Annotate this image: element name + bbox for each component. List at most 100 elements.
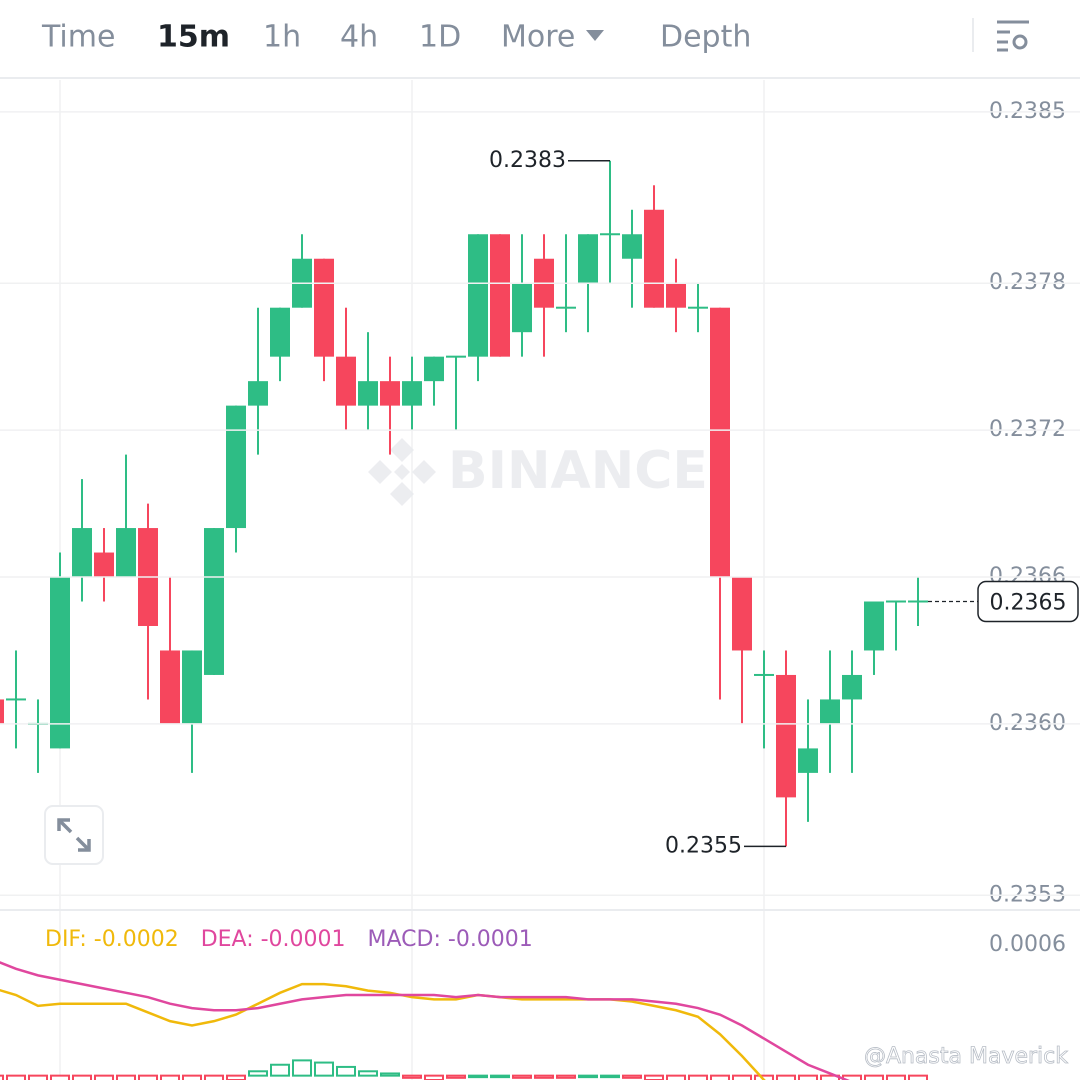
candle-body <box>776 674 796 798</box>
candle-body <box>160 650 180 724</box>
candle-body <box>270 307 290 357</box>
candle-body <box>358 381 378 406</box>
last-price-label: 0.2365 <box>990 591 1067 616</box>
candle-body <box>864 601 884 651</box>
macd-bar <box>644 1074 664 1080</box>
high-label: 0.2383 <box>489 148 566 173</box>
candle-body <box>622 234 642 259</box>
candle-body <box>578 234 598 284</box>
macd-line <box>0 961 850 1080</box>
macd-bar <box>776 1074 796 1080</box>
macd-bar <box>0 1074 4 1080</box>
macd-bar <box>666 1074 686 1080</box>
candle-body <box>556 306 576 309</box>
candle-body <box>0 699 4 724</box>
macd-bar <box>314 1061 334 1077</box>
macd-bar <box>94 1074 114 1080</box>
y-tick-label: 0.0006 <box>989 932 1066 957</box>
macd-bar <box>512 1074 532 1079</box>
candle-body <box>116 528 136 578</box>
tab[interactable]: 1h <box>263 20 301 55</box>
candle-body <box>600 233 620 236</box>
macd-bar <box>842 1074 862 1080</box>
candle-body <box>204 528 224 675</box>
watermark: BINANCE <box>368 438 708 506</box>
candle-body <box>72 528 92 578</box>
candle-body <box>336 356 356 406</box>
macd-bar <box>380 1072 400 1077</box>
macd-bar <box>820 1074 840 1080</box>
candle-body <box>842 674 862 700</box>
candle-body <box>314 258 334 357</box>
macd-bar <box>886 1074 906 1080</box>
macd-panel <box>0 961 928 1080</box>
low-label: 0.2355 <box>665 833 742 858</box>
macd-bar <box>556 1074 576 1079</box>
macd-bar <box>248 1070 268 1077</box>
expand-button[interactable] <box>44 805 104 865</box>
tab[interactable]: 15m <box>157 20 230 55</box>
macd-bar <box>798 1074 818 1080</box>
candle-body <box>182 650 202 724</box>
macd-bar <box>754 1074 774 1080</box>
candle-body <box>512 283 532 333</box>
watermark-text: BINANCE <box>448 441 708 501</box>
candle-body <box>94 552 114 578</box>
settings-icon[interactable] <box>997 20 1029 52</box>
candle-body <box>666 283 686 308</box>
legend-entry: DEA: -0.0001 <box>201 927 346 952</box>
user-watermark: @Anasta Maverick <box>864 1044 1068 1069</box>
macd-bar <box>72 1074 92 1080</box>
macd-bar <box>226 1074 246 1080</box>
candle-body <box>908 600 928 603</box>
candle-body <box>732 577 752 651</box>
candle-body <box>424 356 444 382</box>
macd-bar <box>864 1074 884 1080</box>
candle-body <box>688 306 708 309</box>
tab[interactable]: 1D <box>419 20 461 55</box>
tab-bar: Time 15m 1h 4h 1D More Depth <box>0 18 1080 79</box>
macd-bar <box>622 1074 642 1079</box>
macd-bar <box>688 1074 708 1080</box>
tab[interactable]: More <box>501 20 575 55</box>
macd-bar <box>182 1074 202 1080</box>
dropdown-arrow[interactable] <box>586 30 604 41</box>
tab[interactable]: Time <box>41 20 115 55</box>
legend-entry: DIF: -0.0002 <box>45 927 179 952</box>
macd-bar <box>336 1065 356 1077</box>
macd-bar <box>534 1074 554 1079</box>
legend-entry: MACD: -0.0001 <box>368 927 533 952</box>
macd-bar <box>446 1074 466 1079</box>
candle-body <box>754 673 774 676</box>
candle-body <box>380 381 400 406</box>
candle-body <box>886 600 906 603</box>
macd-bar <box>402 1074 422 1079</box>
candle-body <box>446 355 466 358</box>
macd-bar <box>424 1074 444 1080</box>
candle-body <box>468 234 488 357</box>
macd-bar <box>270 1063 290 1077</box>
macd-bar <box>468 1074 488 1079</box>
candle-body <box>50 577 70 749</box>
macd-bar <box>600 1074 620 1079</box>
macd-bar <box>490 1074 510 1079</box>
macd-bar <box>292 1059 312 1077</box>
macd-bar <box>732 1074 752 1080</box>
candle-body <box>644 209 664 308</box>
macd-bar <box>50 1074 70 1080</box>
tab[interactable]: 4h <box>340 20 378 55</box>
candle-body <box>490 234 510 357</box>
tab[interactable]: Depth <box>660 20 751 55</box>
candle-body <box>226 405 246 529</box>
macd-bar <box>578 1074 598 1079</box>
candle-body <box>820 699 840 724</box>
candle-body <box>248 381 268 406</box>
candle-body <box>6 698 26 701</box>
macd-bar <box>116 1074 136 1080</box>
overlay: 0.23850.23780.23720.23660.23600.23530.23… <box>45 99 1079 957</box>
macd-bar <box>160 1074 180 1080</box>
macd-bar <box>908 1074 928 1080</box>
last-price-box <box>977 580 1079 623</box>
